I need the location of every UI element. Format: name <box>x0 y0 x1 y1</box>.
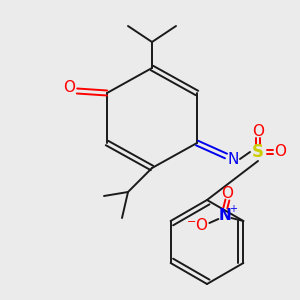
Text: O: O <box>195 218 207 233</box>
Text: O: O <box>221 187 233 202</box>
Text: −: − <box>187 217 196 227</box>
Text: O: O <box>274 145 286 160</box>
Text: O: O <box>252 124 264 140</box>
Text: N: N <box>219 208 232 224</box>
Text: +: + <box>230 204 237 214</box>
Text: N: N <box>227 152 239 167</box>
Text: O: O <box>63 80 75 94</box>
Text: S: S <box>252 143 264 161</box>
